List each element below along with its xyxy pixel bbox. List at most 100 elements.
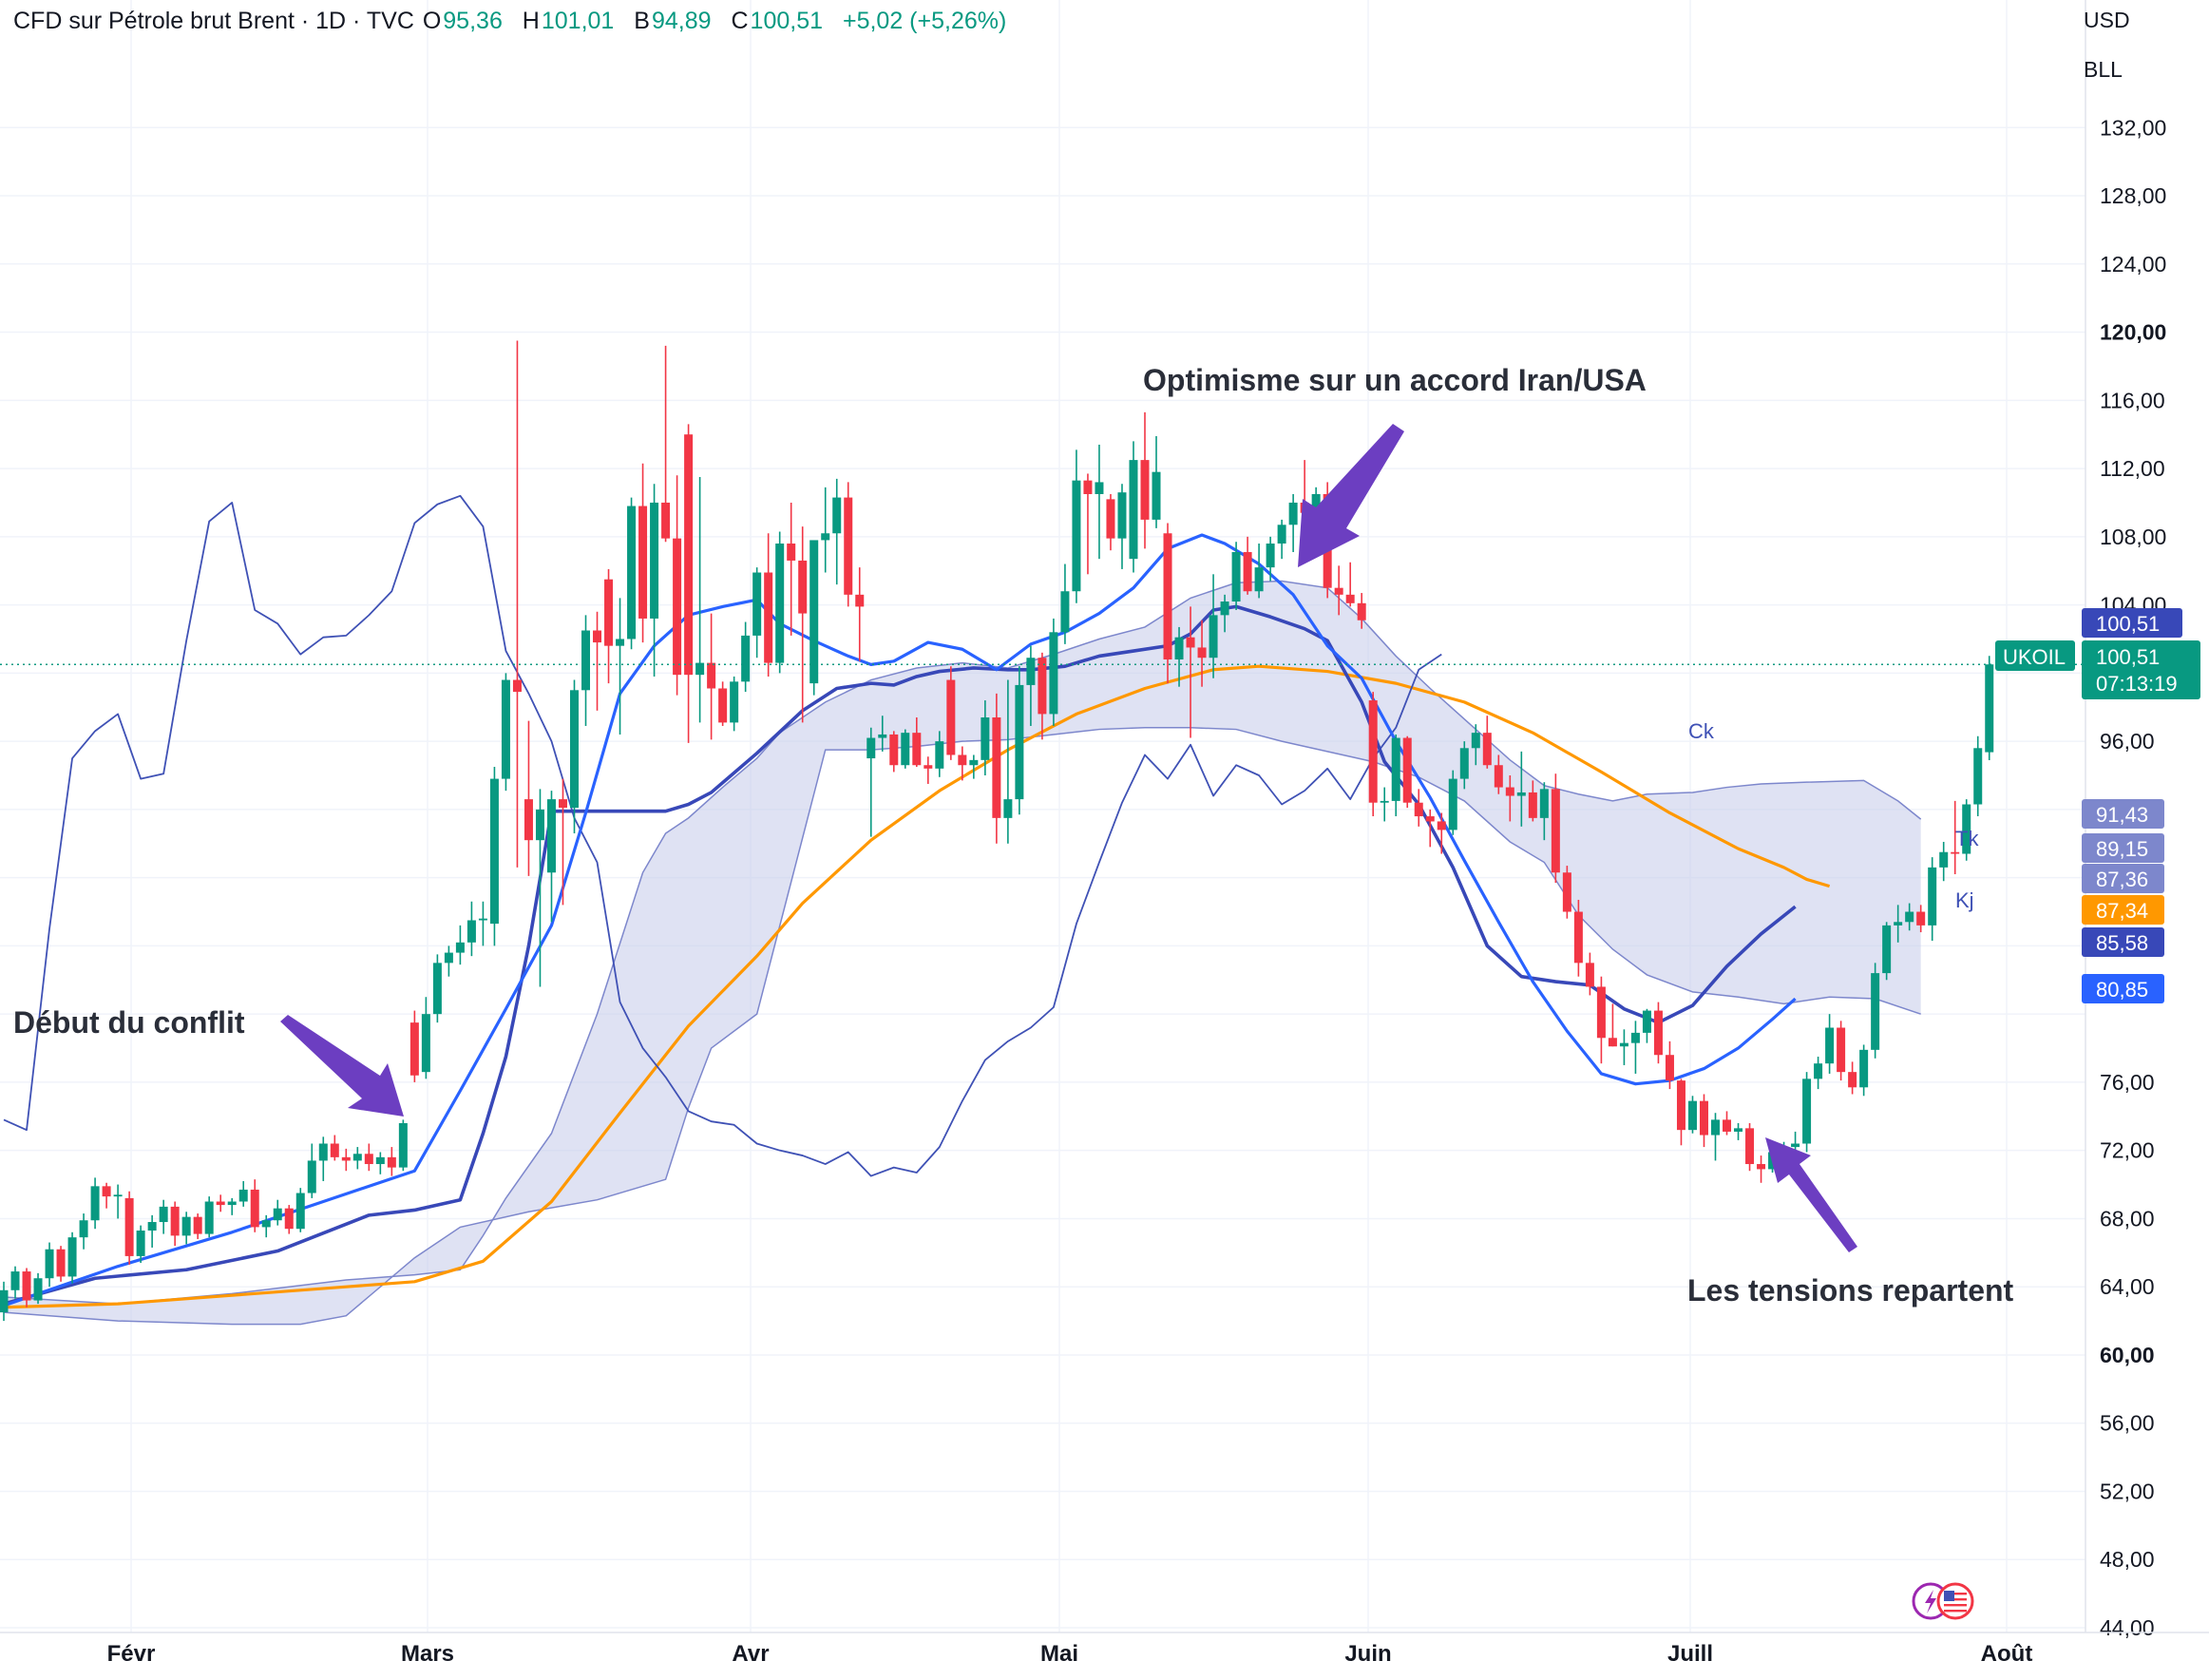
candle-up <box>878 716 887 752</box>
candle-body <box>1288 502 1298 525</box>
candle-up <box>969 754 979 779</box>
candle-up <box>421 997 430 1079</box>
candle-down <box>216 1194 225 1212</box>
candle-body <box>1791 1143 1800 1148</box>
candle-body <box>387 1156 396 1168</box>
candle-up <box>1711 1113 1720 1161</box>
last-price-value: 100,51 <box>2096 645 2160 669</box>
candle-up <box>1985 656 1994 761</box>
candle-body <box>1391 737 1400 801</box>
price-label-box <box>2082 833 2164 863</box>
candle-up <box>489 767 499 946</box>
candle-down <box>330 1135 339 1161</box>
candle-up <box>1882 922 1892 981</box>
candle-body <box>1619 1042 1628 1047</box>
time-axis[interactable]: Févr Mars Avr Mai Juin Juill Août <box>0 1632 2209 1667</box>
candle-up <box>1049 618 1058 726</box>
candle-body <box>1448 778 1457 830</box>
candle-body <box>821 533 830 541</box>
candle-body <box>1802 1079 1812 1144</box>
price-label: 85,58 <box>2082 927 2164 957</box>
candle-up <box>650 484 659 677</box>
candle-up <box>1072 449 1081 603</box>
symbol-title[interactable]: CFD sur Pétrole brut Brent · 1D · TVC <box>13 8 414 34</box>
candle-body <box>1711 1119 1720 1136</box>
last-price-top-text: 100,51 <box>2096 612 2160 636</box>
candle-body <box>730 681 739 723</box>
candle-up <box>1129 441 1138 573</box>
candle-body <box>409 1022 419 1076</box>
candle-down <box>1197 620 1207 687</box>
candle-up <box>1277 519 1286 560</box>
price-tick-label: 120,00 <box>2100 320 2166 345</box>
candle-up <box>67 1231 77 1284</box>
candle-body <box>878 734 887 738</box>
candle-body <box>90 1186 100 1221</box>
candle-down <box>1345 562 1355 607</box>
candle-body <box>1837 1027 1846 1073</box>
high-label: H <box>522 8 540 34</box>
candle-body <box>1140 460 1150 520</box>
candle-body <box>924 765 933 769</box>
candle-body <box>775 544 785 663</box>
candle-body <box>935 741 944 769</box>
candle-body <box>1916 911 1926 926</box>
candle-body <box>10 1271 20 1290</box>
price-label-text: 91,43 <box>2096 803 2148 827</box>
candle-down <box>1608 1003 1617 1047</box>
candle-body <box>661 502 671 539</box>
arrow-iran <box>1298 424 1404 567</box>
candle-body <box>1596 986 1606 1039</box>
candle-up <box>432 954 442 1023</box>
candle-body <box>181 1216 191 1236</box>
candle-up <box>1642 1008 1651 1043</box>
price-label: 89,15 <box>2082 833 2164 863</box>
candle-up <box>1630 1021 1640 1074</box>
candle-body <box>1962 804 1971 854</box>
candle-body <box>238 1189 248 1202</box>
candle-body <box>1368 700 1378 803</box>
price-label-text: 80,85 <box>2096 978 2148 1002</box>
candle-body <box>364 1154 373 1165</box>
price-axis[interactable]: 132,00 128,00 124,00 120,00 116,00 112,00 108,… <box>1995 0 2200 1640</box>
candle-up <box>901 729 910 769</box>
candle-body <box>1573 911 1583 964</box>
candle-body <box>501 679 510 779</box>
candle-body <box>124 1197 134 1256</box>
tradingview-flag-icon[interactable] <box>1908 1577 1980 1625</box>
candle-down <box>193 1213 202 1239</box>
candle-down <box>1038 652 1047 740</box>
candle-up <box>1026 645 1036 726</box>
candle-down <box>1951 800 1960 875</box>
candle-up <box>1928 857 1937 942</box>
candle-body <box>113 1194 123 1197</box>
candle-up <box>136 1225 145 1264</box>
candle-body <box>638 506 648 619</box>
candle-down <box>1551 773 1560 884</box>
candle-up <box>455 925 465 965</box>
candle-body <box>421 1014 430 1073</box>
candle-body <box>1905 911 1914 923</box>
candle-body <box>1539 789 1549 818</box>
candle-up <box>1152 435 1161 528</box>
currency-selector[interactable]: USD <box>2084 8 2130 32</box>
candle-down <box>912 717 922 768</box>
candle-body <box>1174 637 1184 660</box>
candle-body <box>1026 658 1036 685</box>
candle-down <box>684 424 694 743</box>
candle-up <box>261 1214 271 1238</box>
candle-body <box>718 688 728 723</box>
candle-body <box>1220 601 1229 616</box>
candle-up <box>467 901 476 957</box>
candle-down <box>604 568 614 684</box>
candle-down <box>1653 1002 1663 1064</box>
candle-body <box>330 1143 339 1157</box>
unit-selector[interactable]: BLL <box>2084 57 2123 82</box>
candle-body <box>1060 591 1070 633</box>
candle-up <box>535 789 544 987</box>
candle-body <box>1848 1072 1857 1088</box>
kijun-line <box>3 604 1797 1306</box>
candle-up <box>832 478 842 585</box>
candle-body <box>1049 632 1058 715</box>
